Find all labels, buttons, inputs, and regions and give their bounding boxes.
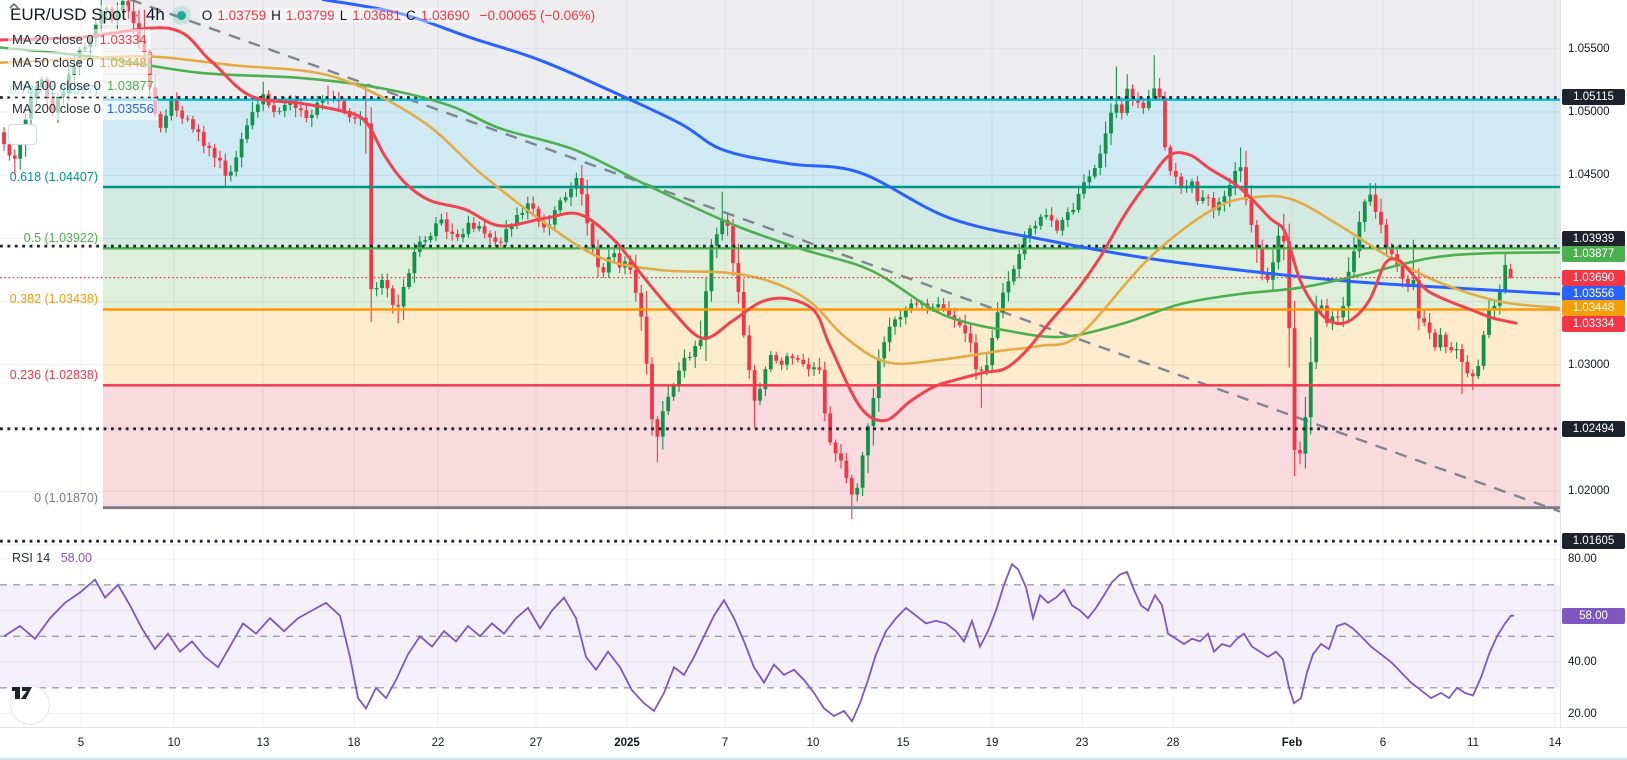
rsi-legend-value: 58.00 bbox=[60, 551, 92, 565]
low-label: L bbox=[339, 7, 348, 23]
legend-ma100-row[interactable]: MA 100 close 0 1.03877 bbox=[8, 75, 158, 97]
tradingview-logo-icon bbox=[12, 687, 32, 699]
window-bottom-edge bbox=[0, 757, 1627, 760]
price-axis-label: 1.04500 bbox=[1568, 169, 1610, 182]
rsi-value-badge: 58.00 bbox=[1562, 607, 1625, 624]
close-value: 1.03690 bbox=[420, 7, 470, 23]
rsi-axis-label: 80.00 bbox=[1568, 553, 1597, 565]
ohlc-readout: O 1.03759 H 1.03799 L 1.03681 C 1.03690 bbox=[199, 7, 472, 23]
rsi-axis-label: 20.00 bbox=[1568, 707, 1597, 720]
price-axis-label: 1.03000 bbox=[1568, 358, 1610, 371]
time-axis-label: 5 bbox=[77, 737, 85, 749]
price-badge: 1.03556 bbox=[1562, 285, 1625, 302]
price-chart-canvas[interactable] bbox=[0, 0, 1560, 727]
time-axis-label: 2025 bbox=[614, 737, 640, 749]
time-axis-label: 15 bbox=[896, 737, 910, 749]
close-label: C bbox=[406, 7, 416, 23]
price-axis-label: 1.05000 bbox=[1568, 106, 1610, 118]
time-axis-label: 10 bbox=[806, 737, 820, 749]
time-axis-label: 6 bbox=[1379, 737, 1387, 749]
time-axis-label: 13 bbox=[256, 737, 270, 749]
time-axis[interactable]: 5 10 13 18 22 27 2025 7 10 15 19 23 28 Feb 6 11 14 bbox=[0, 727, 1627, 758]
rsi-axis-label: 40.00 bbox=[1568, 656, 1597, 668]
time-axis-label: 14 bbox=[1548, 737, 1562, 749]
price-axis[interactable]: 1.05500 1.05000 1.04500 1.03000 1.02000 80.00… bbox=[1560, 0, 1627, 727]
time-axis-label: 28 bbox=[1166, 737, 1180, 749]
interval-label[interactable]: 4h bbox=[145, 5, 165, 24]
fib-level-label: 0.236 (1.02838) bbox=[9, 368, 98, 383]
legend-ma50-row[interactable]: MA 50 close 0 1.03448 bbox=[8, 52, 151, 74]
open-value: 1.03759 bbox=[217, 7, 267, 23]
high-label: H bbox=[271, 7, 281, 23]
time-axis-label: 19 bbox=[985, 737, 999, 749]
price-axis-label: 1.02000 bbox=[1568, 485, 1610, 498]
legend-collapse-button[interactable] bbox=[8, 2, 37, 145]
price-axis-label: 1.05500 bbox=[1568, 42, 1610, 55]
price-badge: 1.01605 bbox=[1562, 533, 1625, 550]
time-axis-label: Feb bbox=[1281, 737, 1303, 749]
time-axis-label: 22 bbox=[431, 737, 445, 749]
market-status-dot[interactable] bbox=[176, 10, 186, 20]
rsi-legend-label: RSI 14 bbox=[12, 551, 51, 565]
chevron-up-icon bbox=[9, 2, 19, 9]
time-axis-label: 18 bbox=[347, 737, 361, 749]
time-axis-label: 7 bbox=[721, 737, 729, 749]
title-separator: · bbox=[134, 5, 140, 24]
price-badge: 1.03690 bbox=[1562, 269, 1625, 286]
fib-level-label: 0.382 (1.03438) bbox=[9, 292, 98, 307]
high-value: 1.03799 bbox=[285, 7, 335, 23]
time-axis-label: 27 bbox=[529, 737, 543, 749]
price-badge: 1.03939 bbox=[1562, 231, 1625, 248]
price-badge: 1.02494 bbox=[1562, 420, 1625, 437]
change-value: −0.00065 (−0.06%) bbox=[479, 7, 596, 23]
price-badge: 1.05115 bbox=[1562, 89, 1625, 106]
time-axis-label: 10 bbox=[167, 737, 181, 749]
price-badge: 1.03877 bbox=[1562, 245, 1625, 262]
open-label: O bbox=[201, 7, 213, 23]
time-axis-label: 23 bbox=[1075, 737, 1089, 749]
symbol-title[interactable]: EUR/USD Spot bbox=[8, 5, 129, 25]
price-badge: 1.03334 bbox=[1562, 315, 1625, 332]
legend-ma200-row[interactable]: MA 200 close 0 1.03556 bbox=[8, 98, 158, 120]
fib-level-label: 0.618 (1.04407) bbox=[9, 169, 98, 184]
chart-legend: EUR/USD Spot · 4h O 1.03759 H 1.03799 L 1.0… bbox=[8, 2, 595, 145]
price-badge: 1.03448 bbox=[1562, 300, 1625, 317]
fib-level-label: 0.5 (1.03922) bbox=[23, 231, 98, 246]
tradingview-logo[interactable] bbox=[10, 685, 50, 725]
rsi-legend[interactable]: RSI 14 58.00 bbox=[9, 551, 95, 565]
low-value: 1.03681 bbox=[352, 7, 402, 23]
time-axis-label: 11 bbox=[1467, 737, 1479, 749]
legend-ma20-row[interactable]: MA 20 close 0 1.03334 bbox=[8, 29, 151, 51]
fib-level-label: 0 (1.01870) bbox=[34, 490, 98, 505]
